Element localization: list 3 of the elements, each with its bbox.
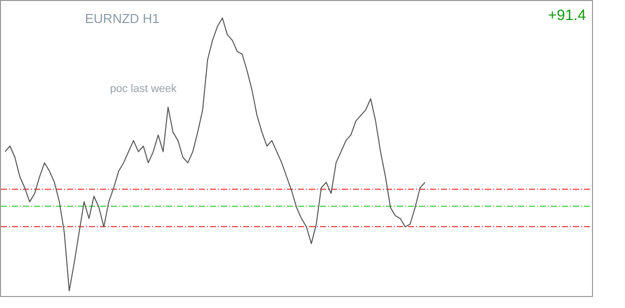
annotation: poc last week [110,83,178,95]
text: +91.4 [548,7,586,24]
chart-title: EURNZD H1 [85,11,160,26]
